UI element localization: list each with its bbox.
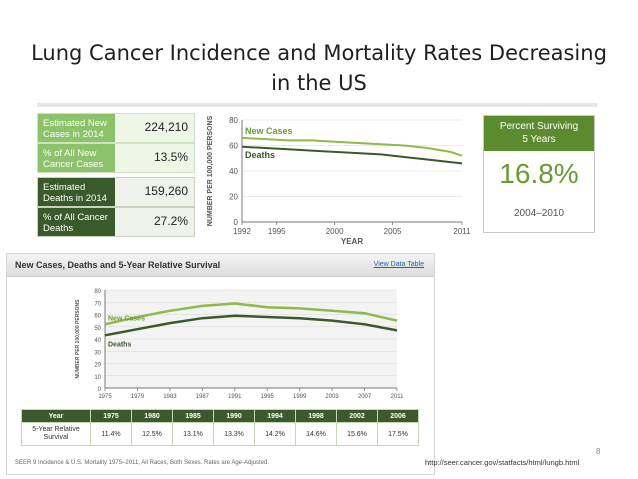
y-tick-label: 40 (229, 167, 238, 176)
x-tick-label: 1999 (293, 394, 307, 400)
y-tick-label: 60 (94, 314, 101, 320)
y-axis-label: NUMBER PER 100,000 PERSONS (207, 115, 214, 226)
stat-pct-new-cases: % of All New Cancer Cases 13.5% (37, 143, 195, 173)
y-tick-label: 80 (229, 116, 238, 125)
x-tick-label: 1983 (163, 394, 177, 400)
table-value-cell: 13.3% (213, 422, 255, 446)
x-tick-label: 1995 (268, 227, 286, 236)
stat-label: % of All New Cancer Cases (38, 144, 115, 172)
table-value-cell: 14.2% (254, 422, 296, 446)
y-tick-label: 30 (94, 350, 101, 356)
stat-value: 224,210 (144, 120, 188, 134)
survival-header-line1: Percent Surviving (499, 121, 579, 132)
table-year-cell: 1990 (213, 409, 255, 423)
page-number: 8 (596, 447, 601, 456)
slide-title-line1: Lung Cancer Incidence and Mortality Rate… (31, 41, 607, 65)
series-label: Deaths (245, 150, 275, 160)
series-line-deaths (104, 314, 398, 337)
table-year-cell: 1985 (172, 409, 214, 423)
table-year-cell: 1980 (131, 409, 173, 423)
panel-title: New Cases, Deaths and 5-Year Relative Su… (15, 260, 221, 270)
series-label: New Cases (108, 315, 145, 322)
series-line-deaths (241, 145, 463, 165)
table-year-cell: 1998 (295, 409, 337, 423)
y-tick-label: 20 (229, 193, 238, 202)
stat-label: Estimated Deaths in 2014 (38, 178, 115, 206)
x-tick-label: 2011 (391, 394, 405, 400)
stats-panel: Estimated New Cases in 2014 224,210 % of… (37, 113, 195, 237)
x-tick-label: 1975 (98, 394, 112, 400)
table-value-cell: 15.6% (336, 422, 378, 446)
slide-title-line2: in the US (271, 71, 367, 95)
y-tick-label: 40 (94, 338, 101, 344)
stat-label: Estimated New Cases in 2014 (38, 114, 115, 142)
survival-period: 2004–2010 (513, 208, 565, 219)
table-year-cell: 2002 (336, 409, 378, 423)
x-tick-label: 1987 (196, 394, 210, 400)
table-year-cell: 1994 (254, 409, 296, 423)
y-tick-label: 20 (94, 363, 101, 369)
y-tick-label: 70 (94, 301, 101, 307)
x-tick-label: 2007 (358, 394, 372, 400)
stat-value: 27.2% (153, 214, 188, 228)
source-url: http://seer.cancer.gov/statfacts/html/lu… (425, 458, 580, 467)
x-tick-label: 1979 (131, 394, 145, 400)
stat-value: 13.5% (153, 150, 188, 164)
divider-bar (37, 103, 597, 107)
x-axis-label: YEAR (341, 237, 363, 246)
y-tick-label: 80 (94, 289, 101, 295)
survival-header: Percent Surviving 5 Years (484, 116, 594, 151)
view-data-table-link[interactable]: View Data Table (373, 261, 424, 268)
table-header-row: Year 1975 1980 1985 1990 1994 1998 2002 … (21, 409, 419, 423)
y-axis-label: NUMBER PER 100,000 PERSONS (75, 299, 81, 379)
table-row: 5-Year Relative Survival 11.4% 12.5% 13.… (21, 422, 419, 446)
stat-deaths: Estimated Deaths in 2014 159,260 (37, 177, 195, 207)
series-line-new-cases (104, 302, 398, 326)
table-value-cell: 11.4% (90, 422, 132, 446)
table-survival-label-line1: 5-Year Relative (32, 426, 80, 433)
y-tick-label: 60 (229, 142, 238, 151)
stat-label: % of All Cancer Deaths (38, 208, 115, 236)
panel-header: New Cases, Deaths and 5-Year Relative Su… (7, 254, 434, 277)
trend-chart-top: 0 20 40 60 80 1992 1995 2000 2005 2011 YEAR NUMBER … (207, 115, 471, 246)
table-value-cell: 13.1% (172, 422, 214, 446)
x-tick-label: 2003 (325, 394, 339, 400)
table-survival-label: 5-Year Relative Survival (21, 422, 91, 446)
table-value-cell: 14.6% (295, 422, 337, 446)
survival-header-line2: 5 Years (522, 134, 556, 145)
series-label: New Cases (245, 126, 293, 136)
table-value-cell: 17.5% (377, 422, 419, 446)
panel-footnote: SEER 9 Incidence & U.S. Mortality 1975–2… (15, 460, 270, 466)
stat-pct-deaths: % of All Cancer Deaths 27.2% (37, 207, 195, 237)
x-tick-label: 2000 (326, 227, 344, 236)
x-tick-label: 1995 (261, 394, 275, 400)
table-year-label: Year (21, 409, 91, 423)
trend-chart-bottom: 0 10 20 30 40 50 60 70 80 1975 1979 1983 1987 1991 199… (75, 289, 405, 400)
series-line-new-cases (241, 136, 463, 157)
table-year-cell: 1975 (90, 409, 132, 423)
y-tick-label: 10 (94, 375, 101, 381)
survival-panel: New Cases, Deaths and 5-Year Relative Su… (6, 253, 435, 475)
table-year-cell: 2006 (377, 409, 419, 423)
table-value-cell: 12.5% (131, 422, 173, 446)
x-tick-label: 1992 (233, 227, 251, 236)
x-tick-label: 2011 (453, 227, 471, 236)
table-survival-label-line2: Survival (43, 434, 69, 441)
stat-value: 159,260 (144, 184, 188, 198)
x-tick-label: 2005 (384, 227, 402, 236)
series-label: Deaths (108, 341, 131, 348)
survival-table: Year 1975 1980 1985 1990 1994 1998 2002 … (21, 409, 419, 446)
slide-title: Lung Cancer Incidence and Mortality Rate… (20, 38, 618, 98)
y-tick-label: 0 (98, 387, 102, 393)
survival-box: Percent Surviving 5 Years 16.8% 2004–201… (483, 115, 595, 233)
x-tick-label: 1991 (228, 394, 242, 400)
stat-new-cases: Estimated New Cases in 2014 224,210 (37, 113, 195, 143)
y-tick-label: 50 (94, 326, 101, 332)
survival-value: 16.8% (499, 158, 579, 189)
y-tick-label: 0 (234, 218, 239, 227)
